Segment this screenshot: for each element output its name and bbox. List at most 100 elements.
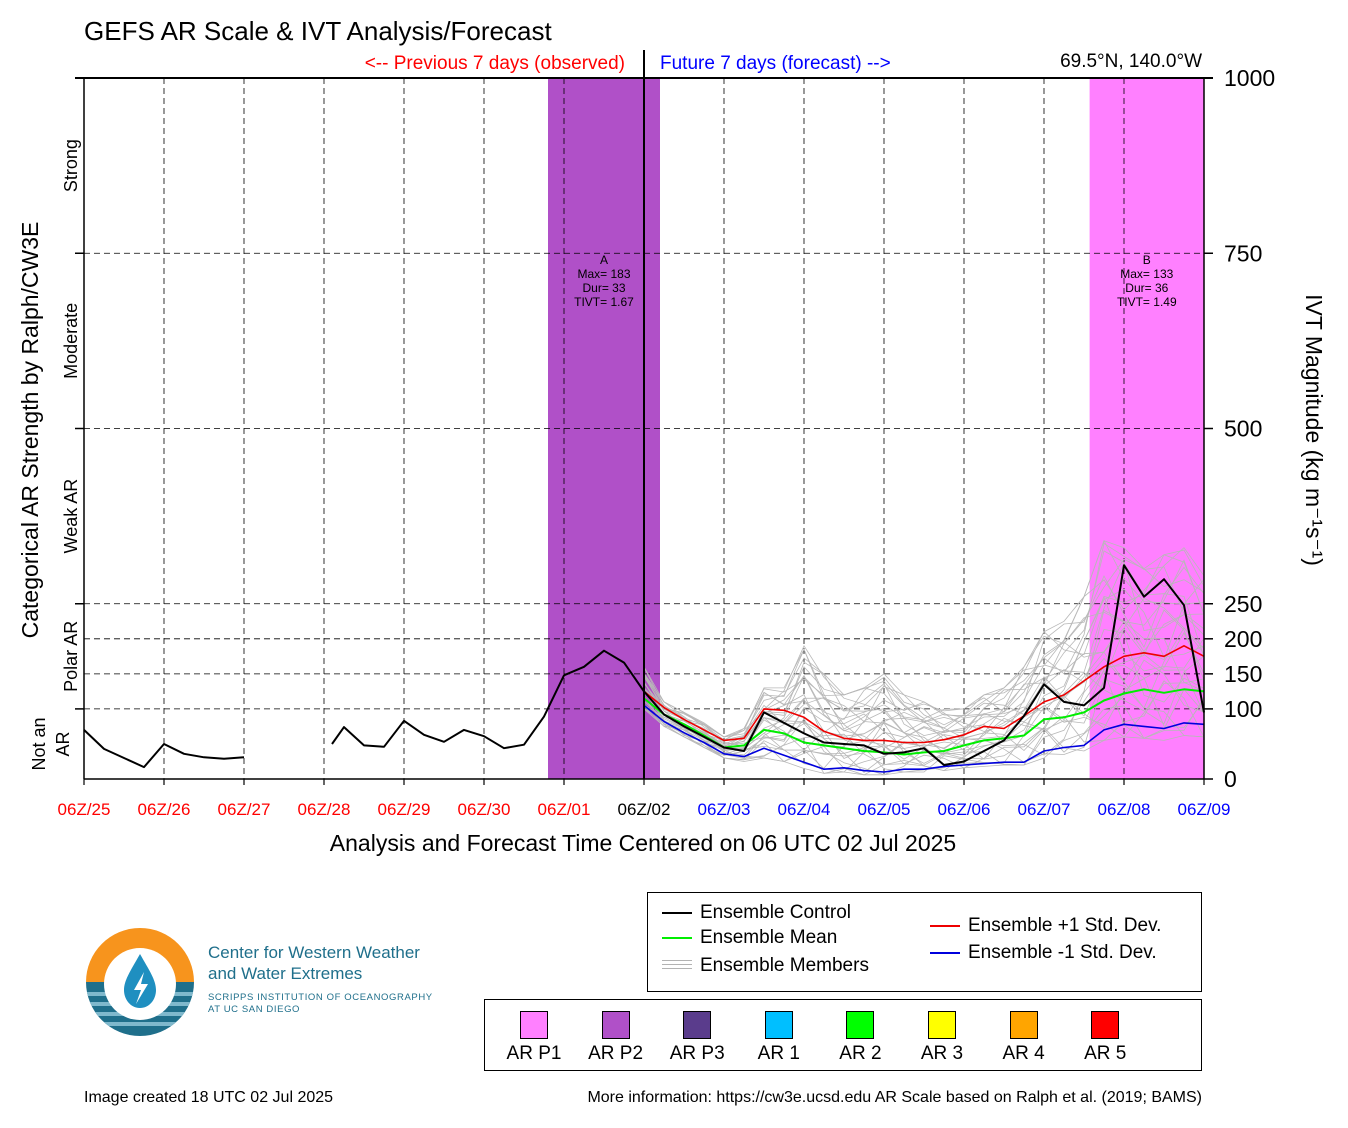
legend-swatch-mean bbox=[662, 937, 692, 939]
logo-line2: and Water Extremes bbox=[208, 964, 363, 983]
category-swatch bbox=[1009, 1011, 1038, 1039]
future-period-label: Future 7 days (forecast) --> bbox=[660, 53, 891, 74]
category-label: AR 1 bbox=[757, 1043, 800, 1064]
x-tick-label: 06Z/05 bbox=[858, 800, 911, 819]
ensemble-member-line bbox=[643, 540, 1205, 738]
series-minus1 bbox=[643, 704, 1205, 773]
logo-affiliation: SCRIPPS INSTITUTION OF OCEANOGRAPHY AT U… bbox=[208, 992, 433, 1016]
left-axis-title: Categorical AR Strength by Ralph/CW3E bbox=[17, 222, 43, 639]
y-tick-label: 0 bbox=[1224, 766, 1237, 792]
legend-item-plus1: Ensemble +1 Std. Dev. bbox=[930, 915, 1161, 937]
legend-swatch-plus1 bbox=[930, 925, 960, 927]
category-item: AR P2 bbox=[576, 1011, 656, 1065]
footer-created: Image created 18 UTC 02 Jul 2025 bbox=[84, 1089, 334, 1106]
category-label: AR P2 bbox=[588, 1043, 644, 1064]
ensemble-member-line bbox=[643, 562, 1205, 741]
legend-swatch-members bbox=[662, 960, 692, 972]
y-tick-label: 500 bbox=[1224, 416, 1262, 442]
legend-label-mean: Ensemble Mean bbox=[700, 927, 838, 948]
ensemble-member-line bbox=[643, 609, 1205, 756]
ensemble-member-line bbox=[643, 549, 1205, 738]
x-tick-label: 06Z/25 bbox=[58, 800, 111, 819]
category-label: AR P1 bbox=[506, 1043, 562, 1064]
previous-period-label: <-- Previous 7 days (observed) bbox=[365, 53, 625, 74]
legend-item-members: Ensemble Members bbox=[662, 955, 869, 977]
series-control bbox=[83, 729, 245, 769]
category-swatch bbox=[764, 1011, 793, 1039]
footer-info: More information: https://cw3e.ucsd.edu … bbox=[587, 1089, 1202, 1106]
legend-item-mean: Ensemble Mean bbox=[662, 927, 837, 949]
category-label: AR 5 bbox=[1084, 1043, 1127, 1064]
category-item: AR P1 bbox=[494, 1011, 574, 1065]
legend-swatch-control bbox=[662, 912, 692, 914]
y-tick-label: 100 bbox=[1224, 696, 1262, 722]
event-annotation: B bbox=[1143, 253, 1151, 267]
event-annotation: Dur= 36 bbox=[1125, 281, 1168, 295]
y-tick-label: 200 bbox=[1224, 626, 1262, 652]
category-swatch bbox=[683, 1011, 712, 1039]
legend-swatch-minus1 bbox=[930, 952, 960, 954]
series-control bbox=[331, 564, 1205, 766]
category-swatch bbox=[1091, 1011, 1120, 1039]
logo-line1: Center for Western Weather bbox=[208, 943, 420, 962]
x-tick-label: 06Z/09 bbox=[1178, 800, 1231, 819]
x-tick-label: 06Z/06 bbox=[938, 800, 991, 819]
x-tick-label: 06Z/03 bbox=[698, 800, 751, 819]
x-tick-label: 06Z/01 bbox=[538, 800, 591, 819]
ensemble-member-line bbox=[643, 547, 1205, 741]
ensemble-member-line bbox=[643, 669, 1205, 776]
logo-line3: SCRIPPS INSTITUTION OF OCEANOGRAPHY bbox=[208, 992, 433, 1003]
legend-label-control: Ensemble Control bbox=[700, 902, 852, 923]
category-label: Strong bbox=[61, 139, 81, 192]
event-annotation: A bbox=[600, 253, 608, 267]
x-axis-title: Analysis and Forecast Time Centered on 0… bbox=[330, 830, 956, 856]
ensemble-member-line bbox=[643, 609, 1205, 749]
category-swatch bbox=[846, 1011, 875, 1039]
category-label: Not an bbox=[29, 717, 49, 770]
ensemble-member-line bbox=[643, 704, 1205, 776]
category-label: Moderate bbox=[61, 303, 81, 379]
x-tick-label: 06Z/08 bbox=[1098, 800, 1151, 819]
category-label: AR 3 bbox=[920, 1043, 964, 1064]
ensemble-member-line bbox=[643, 613, 1205, 748]
ensemble-member-line bbox=[643, 655, 1205, 773]
y-tick-label: 1000 bbox=[1224, 65, 1275, 91]
x-tick-label: 06Z/29 bbox=[378, 800, 431, 819]
ar-category-legend: AR P1 AR P2 AR P3 AR 1 AR 2 AR 3 AR 4 AR 5 bbox=[484, 999, 1202, 1071]
series-mean bbox=[643, 688, 1205, 756]
cw3e-logo-icon bbox=[86, 928, 194, 1036]
chart-title: GEFS AR Scale & IVT Analysis/Forecast bbox=[84, 16, 552, 46]
event-annotation: TIVT= 1.49 bbox=[1117, 295, 1177, 309]
category-item: AR P3 bbox=[657, 1011, 737, 1065]
legend-label-members: Ensemble Members bbox=[700, 955, 869, 976]
category-label: AR 2 bbox=[839, 1043, 882, 1064]
x-tick-label: 06Z/07 bbox=[1018, 800, 1071, 819]
series-legend: Ensemble Control Ensemble Mean Ensemble … bbox=[647, 892, 1202, 992]
legend-item-control: Ensemble Control bbox=[662, 902, 851, 924]
category-swatch bbox=[601, 1011, 630, 1039]
y-tick-label: 750 bbox=[1224, 240, 1262, 266]
category-label: AR 4 bbox=[1002, 1043, 1045, 1064]
category-item: AR 5 bbox=[1065, 1011, 1145, 1065]
category-label: AR bbox=[53, 731, 73, 756]
x-tick-label: 06Z/04 bbox=[778, 800, 831, 819]
y-tick-label: 150 bbox=[1224, 661, 1262, 687]
legend-item-minus1: Ensemble -1 Std. Dev. bbox=[930, 942, 1157, 964]
category-swatch bbox=[928, 1011, 956, 1039]
category-swatch bbox=[520, 1011, 548, 1039]
y-tick-label: 250 bbox=[1224, 591, 1262, 617]
x-tick-label: 06Z/26 bbox=[138, 800, 191, 819]
series-plus1 bbox=[643, 644, 1205, 744]
category-label: Weak AR bbox=[61, 479, 81, 554]
grid-lines bbox=[84, 78, 1204, 779]
x-tick-label: 06Z/27 bbox=[218, 800, 271, 819]
plot-frame bbox=[75, 50, 1213, 785]
event-annotation: Max= 183 bbox=[577, 267, 630, 281]
x-tick-label: 06Z/02 bbox=[618, 800, 671, 819]
x-tick-label: 06Z/28 bbox=[298, 800, 351, 819]
logo-name: Center for Western Weather and Water Ext… bbox=[208, 942, 420, 984]
legend-label-plus1: Ensemble +1 Std. Dev. bbox=[968, 915, 1162, 936]
category-item: AR 4 bbox=[984, 1011, 1064, 1065]
event-annotation: Max= 133 bbox=[1120, 267, 1173, 281]
